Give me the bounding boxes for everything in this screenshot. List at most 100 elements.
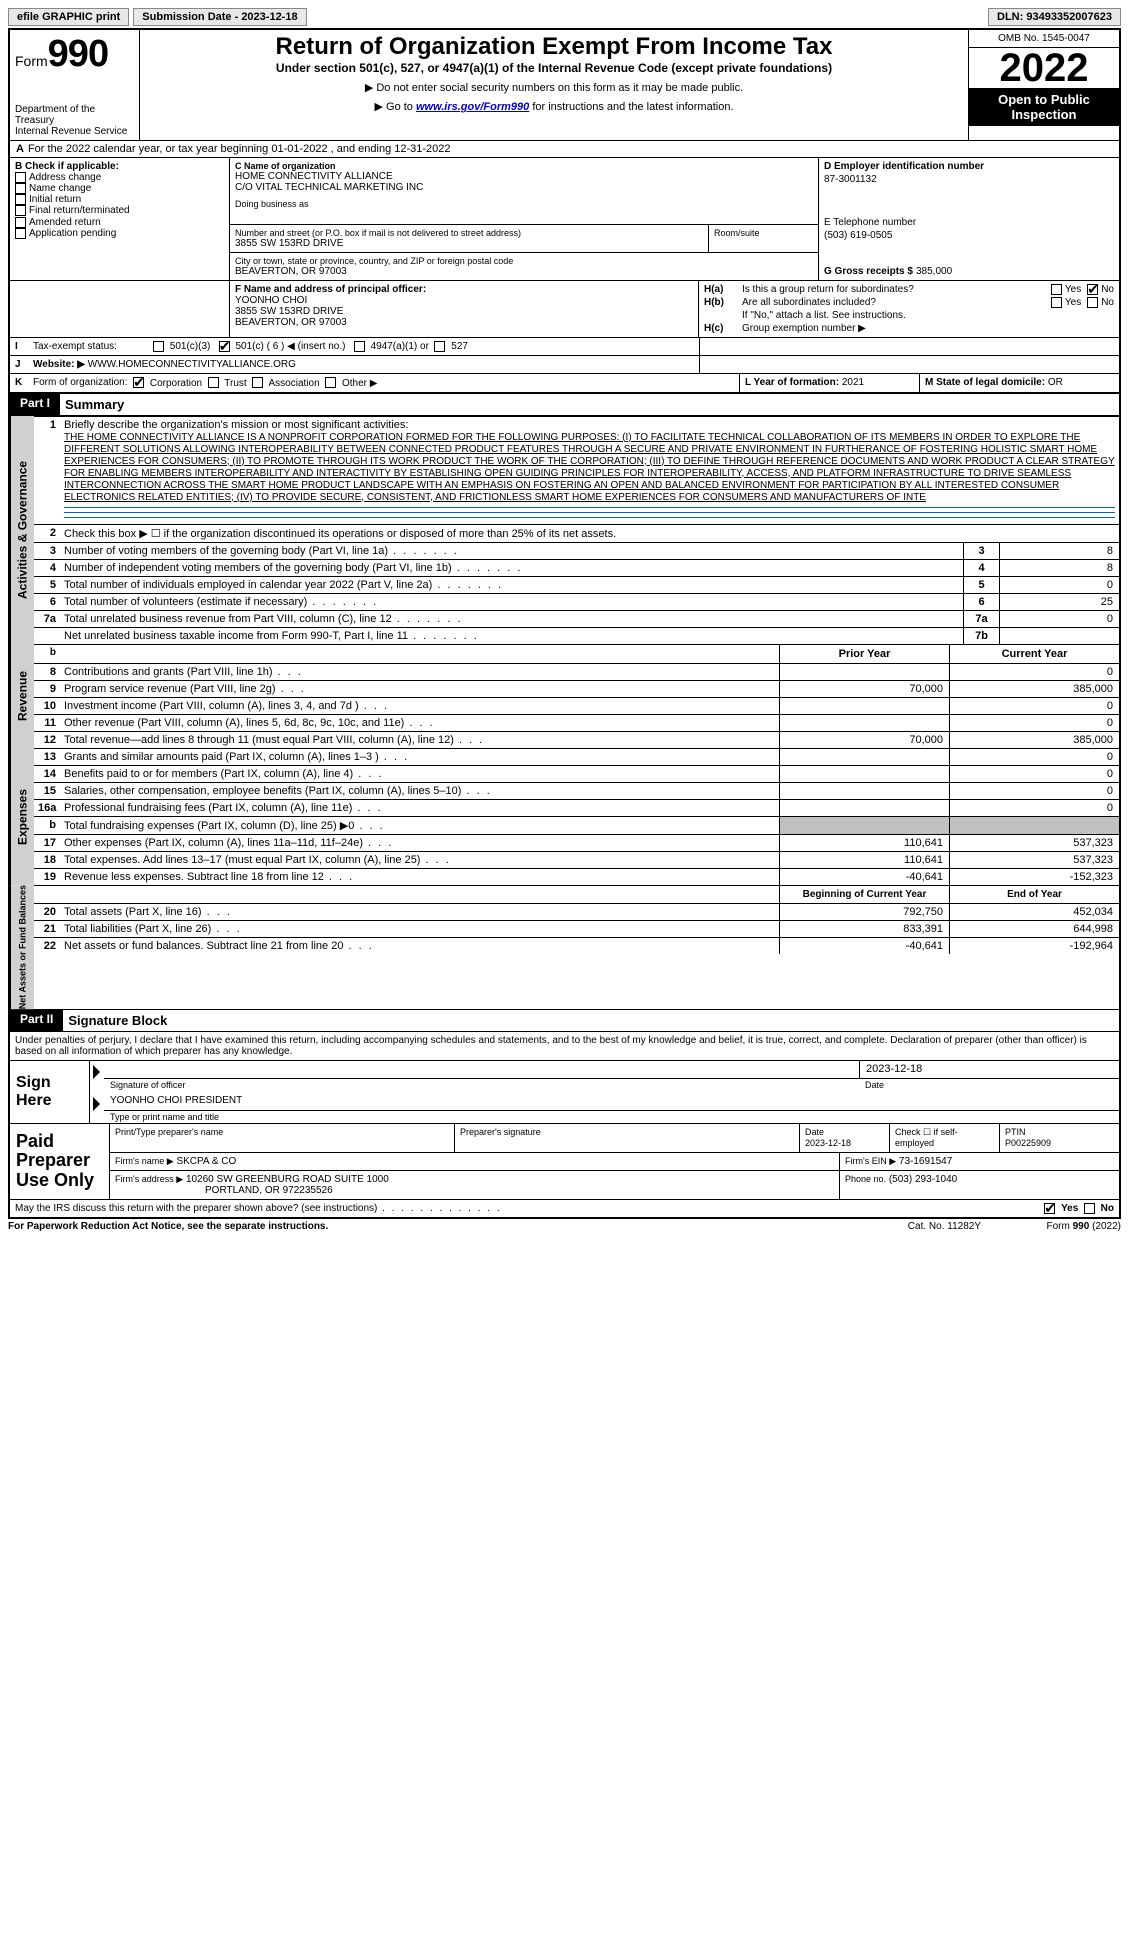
b-addr-change[interactable]: Address change bbox=[15, 172, 224, 183]
entity-block: B Check if applicable: Address change Na… bbox=[10, 157, 1119, 280]
vtab-governance: Activities & Governance bbox=[10, 416, 34, 644]
goto-post: for instructions and the latest informat… bbox=[529, 101, 733, 113]
klm-block: K Form of organization: Corporation Trus… bbox=[10, 373, 1119, 392]
i-501c3[interactable]: 501(c)(3) bbox=[153, 341, 210, 352]
line1-num: 1 bbox=[34, 417, 60, 524]
i-label: Tax-exempt status: bbox=[28, 338, 148, 355]
data-row: 18Total expenses. Add lines 13–17 (must … bbox=[34, 851, 1119, 868]
i-4947[interactable]: 4947(a)(1) or bbox=[354, 341, 429, 352]
irs-link[interactable]: www.irs.gov/Form990 bbox=[416, 101, 529, 113]
title-block: Return of Organization Exempt From Incom… bbox=[140, 30, 969, 140]
hc-text: Group exemption number ▶ bbox=[742, 323, 866, 334]
org-co: C/O VITAL TECHNICAL MARKETING INC bbox=[235, 182, 813, 193]
data-row: bTotal fundraising expenses (Part IX, co… bbox=[34, 816, 1119, 834]
prep-date-lbl: Date bbox=[805, 1127, 824, 1137]
k-prefix: K bbox=[15, 377, 22, 388]
data-row: 22Net assets or fund balances. Subtract … bbox=[34, 937, 1119, 954]
date-label: Date bbox=[859, 1079, 1119, 1091]
k-trust[interactable]: Trust bbox=[208, 378, 247, 389]
officer-addr2: BEAVERTON, OR 97003 bbox=[235, 317, 693, 328]
vtab-revenue: Revenue bbox=[10, 644, 34, 748]
ha-text: Is this a group return for subordinates? bbox=[742, 284, 1051, 295]
sig-of-officer[interactable] bbox=[104, 1061, 859, 1079]
expenses-block: Expenses 13Grants and similar amounts pa… bbox=[10, 748, 1119, 885]
data-row: 10Investment income (Part VIII, column (… bbox=[34, 697, 1119, 714]
i-527[interactable]: 527 bbox=[434, 341, 467, 352]
ha-label: H(a) bbox=[704, 284, 742, 295]
section-c: C Name of organization HOME CONNECTIVITY… bbox=[230, 158, 819, 280]
gov-row: 4Number of independent voting members of… bbox=[34, 559, 1119, 576]
subtitle-1: Under section 501(c), 527, or 4947(a)(1)… bbox=[145, 61, 963, 75]
vtab-expenses: Expenses bbox=[10, 748, 34, 885]
mission-text: THE HOME CONNECTIVITY ALLIANCE IS A NONP… bbox=[64, 432, 1115, 503]
d-label: D Employer identification number bbox=[824, 161, 984, 172]
b-name-change[interactable]: Name change bbox=[15, 183, 224, 194]
k-assoc[interactable]: Association bbox=[252, 378, 319, 389]
data-row: 11Other revenue (Part VIII, column (A), … bbox=[34, 714, 1119, 731]
vtab-netassets: Net Assets or Fund Balances bbox=[10, 885, 34, 1009]
ha-no[interactable]: No bbox=[1087, 284, 1114, 295]
ptin-lbl: PTIN bbox=[1005, 1127, 1026, 1137]
l-label: L Year of formation: bbox=[745, 377, 839, 388]
org-name: HOME CONNECTIVITY ALLIANCE bbox=[235, 171, 813, 182]
m-label: M State of legal domicile: bbox=[925, 377, 1045, 388]
i-block: I Tax-exempt status: 501(c)(3) 501(c) ( … bbox=[10, 337, 1119, 355]
b-final[interactable]: Final return/terminated bbox=[15, 205, 224, 216]
website: WWW.HOMECONNECTIVITYALLIANCE.ORG bbox=[88, 359, 296, 370]
paid-lbl1: Paid bbox=[16, 1132, 103, 1152]
a-text: For the 2022 calendar year, or tax year … bbox=[28, 143, 451, 155]
data-row: 16aProfessional fundraising fees (Part I… bbox=[34, 799, 1119, 816]
prep-name-lbl: Print/Type preparer's name bbox=[115, 1127, 223, 1137]
cat-no: Cat. No. 11282Y bbox=[908, 1221, 981, 1232]
b-amended[interactable]: Amended return bbox=[15, 217, 224, 228]
k-other[interactable]: Other ▶ bbox=[325, 378, 377, 389]
form-title: Return of Organization Exempt From Incom… bbox=[145, 33, 963, 61]
netassets-block: Net Assets or Fund Balances Beginning of… bbox=[10, 885, 1119, 1009]
l-val: 2021 bbox=[842, 377, 864, 388]
gov-row: 3Number of voting members of the governi… bbox=[34, 542, 1119, 559]
efile-label: efile GRAPHIC print bbox=[8, 8, 129, 26]
tax-year: 2022 bbox=[969, 48, 1119, 88]
self-emp[interactable]: Check ☐ if self-employed bbox=[895, 1127, 958, 1148]
part2-title: Signature Block bbox=[63, 1010, 172, 1031]
part2-label: Part II bbox=[10, 1010, 63, 1031]
b-initial[interactable]: Initial return bbox=[15, 194, 224, 205]
ein-lbl: Firm's EIN ▶ bbox=[845, 1156, 896, 1166]
sign-label2: Here bbox=[16, 1092, 83, 1110]
firm-name: SKCPA & CO bbox=[176, 1156, 236, 1167]
i-prefix: I bbox=[15, 341, 18, 352]
i-501c[interactable]: 501(c) ( 6 ) ◀ (insert no.) bbox=[219, 341, 346, 352]
paid-preparer-block: Paid Preparer Use Only Print/Type prepar… bbox=[10, 1124, 1119, 1200]
k-corp[interactable]: Corporation bbox=[133, 378, 202, 389]
g-label: G Gross receipts $ bbox=[824, 266, 913, 277]
discuss-yes[interactable]: Yes bbox=[1044, 1203, 1078, 1214]
dba-label: Doing business as bbox=[235, 199, 813, 209]
org-city: BEAVERTON, OR 97003 bbox=[235, 266, 813, 277]
submission-date: Submission Date - 2023-12-18 bbox=[133, 8, 306, 26]
paid-lbl3: Use Only bbox=[16, 1171, 103, 1191]
gov-row: 6Total number of volunteers (estimate if… bbox=[34, 593, 1119, 610]
firm-phone: (503) 293-1040 bbox=[889, 1174, 957, 1185]
hdr-eoy: End of Year bbox=[949, 886, 1119, 903]
hb-no[interactable]: No bbox=[1087, 297, 1114, 308]
hb-yes[interactable]: Yes bbox=[1051, 297, 1081, 308]
ein-value: 87-3001132 bbox=[824, 174, 1114, 185]
line1-label: Briefly describe the organization's miss… bbox=[64, 419, 408, 431]
form-id-block: Form990 Department of the Treasury Inter… bbox=[10, 30, 140, 140]
section-b: B Check if applicable: Address change Na… bbox=[10, 158, 230, 280]
hdr-boy: Beginning of Current Year bbox=[779, 886, 949, 903]
triangle-icon-2 bbox=[93, 1097, 100, 1111]
data-row: 9Program service revenue (Part VIII, lin… bbox=[34, 680, 1119, 697]
b-label: B Check if applicable: bbox=[15, 161, 224, 172]
j-block: J Website: ▶ WWW.HOMECONNECTIVITYALLIANC… bbox=[10, 355, 1119, 373]
gov-row: Net unrelated business taxable income fr… bbox=[34, 627, 1119, 644]
footer-bar: For Paperwork Reduction Act Notice, see … bbox=[8, 1221, 1121, 1232]
discuss-no[interactable]: No bbox=[1084, 1203, 1114, 1214]
sign-block: Sign Here 2023-12-18 Signature of office… bbox=[10, 1061, 1119, 1124]
firm-phone-lbl: Phone no. bbox=[845, 1174, 886, 1184]
form-number: 990 bbox=[48, 33, 108, 75]
b-pending[interactable]: Application pending bbox=[15, 228, 224, 239]
data-row: 21Total liabilities (Part X, line 26)833… bbox=[34, 920, 1119, 937]
gov-row: 5Total number of individuals employed in… bbox=[34, 576, 1119, 593]
ha-yes[interactable]: Yes bbox=[1051, 284, 1081, 295]
